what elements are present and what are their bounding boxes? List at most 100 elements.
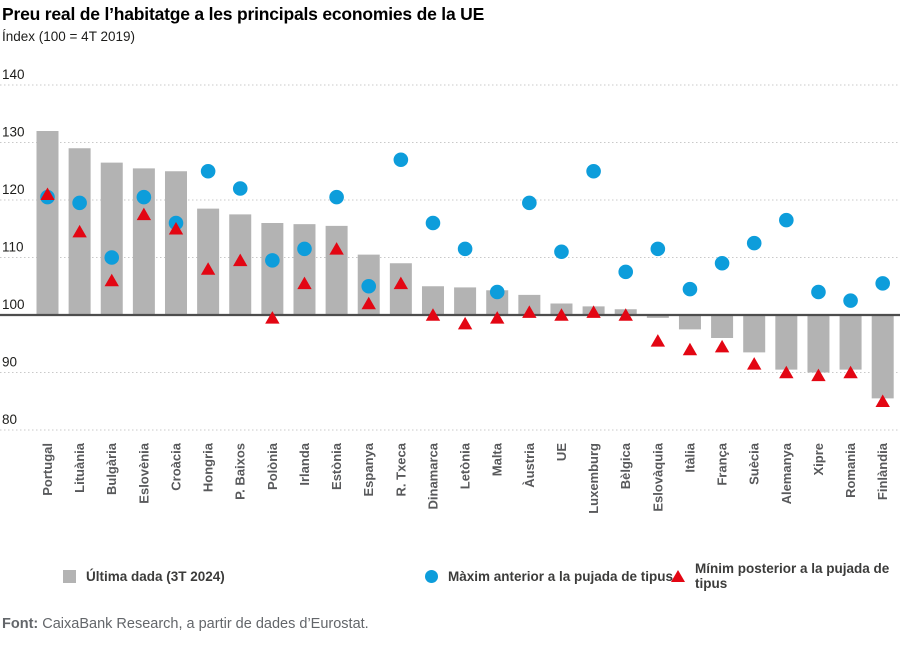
max-marker-Irlanda: [297, 241, 312, 257]
min-marker-P. Baixos: [233, 253, 248, 267]
category-label-Eslovènia: Eslovènia: [136, 442, 151, 503]
y-tick-label-100: 100: [2, 297, 25, 312]
min-marker-Hongria: [200, 262, 216, 275]
y-tick-label-130: 130: [2, 125, 25, 140]
max-marker-Dinamarca: [425, 215, 441, 231]
min-marker-Polònia: [265, 311, 280, 324]
category-label-Romania: Romania: [843, 442, 858, 498]
legend-item-max: Màxim anterior a la pujada de tipus: [425, 566, 673, 586]
legend-item-min: Mínim posterior a la pujada de tipus: [671, 561, 900, 591]
circle-marker-legend-icon: [425, 569, 438, 583]
category-label-P. Baixos: P. Baixos: [233, 443, 248, 500]
category-label-UE: UE: [554, 443, 569, 461]
max-marker-Romania: [843, 293, 858, 308]
bar-Àustria: [518, 294, 541, 315]
category-label-Letònia: Letònia: [458, 442, 473, 489]
category-label-Irlanda: Irlanda: [297, 442, 312, 485]
bar-Romania: [839, 315, 862, 370]
max-marker-Àustria: [522, 195, 537, 211]
min-marker-Estònia: [329, 242, 344, 255]
category-label-Polònia: Polònia: [265, 442, 280, 490]
max-marker-Finlàndia: [875, 276, 890, 291]
bar-Itàlia: [678, 315, 701, 330]
max-marker-Xipre: [811, 284, 826, 300]
max-marker-Eslovàquia: [650, 241, 666, 257]
min-marker-Portugal: [40, 187, 55, 200]
bar-Xipre: [807, 315, 830, 373]
bar-chart-plot: 80 90 100 110 120 130 140 Portugal Lituània Bulgà…: [0, 67, 900, 514]
category-label-Alemanya: Alemanya: [779, 442, 794, 504]
max-marker-França: [714, 255, 730, 271]
y-tick-label-110: 110: [2, 240, 24, 255]
category-label-Àustria: Àustria: [522, 442, 537, 488]
legend-label-last-data: Última dada (3T 2024): [86, 568, 225, 584]
min-marker-Itàlia: [682, 342, 698, 356]
bar-Finlàndia: [871, 315, 894, 399]
source-text: CaixaBank Research, a partir de dades d’…: [38, 616, 369, 632]
min-marker-Bèlgica: [618, 308, 633, 321]
min-marker-Letònia: [457, 316, 473, 330]
category-label-Dinamarca: Dinamarca: [425, 442, 440, 509]
bar-Alemanya: [775, 315, 798, 370]
min-marker-Bulgària: [104, 273, 119, 287]
min-marker-França: [714, 339, 730, 353]
max-marker-Eslovènia: [136, 189, 152, 205]
bar-Polònia: [261, 223, 284, 315]
bar-França: [711, 315, 734, 338]
category-label-R. Txeca: R. Txeca: [393, 442, 408, 496]
max-marker-Malta: [489, 284, 505, 300]
bar-Suècia: [743, 315, 766, 353]
min-marker-Àustria: [522, 305, 537, 318]
category-label-Portugal: Portugal: [40, 443, 55, 496]
bar-Irlanda: [293, 224, 316, 315]
bar-Bulgària: [100, 162, 123, 315]
category-label-Lituània: Lituània: [72, 442, 87, 493]
max-marker-Letònia: [457, 241, 473, 257]
min-marker-R. Txeca: [393, 276, 409, 290]
category-label-Xipre: Xipre: [811, 443, 826, 476]
chart-subtitle: Índex (100 = 4T 2019): [2, 29, 135, 44]
category-label-Espanya: Espanya: [361, 442, 376, 496]
category-label-Itàlia: Itàlia: [682, 442, 697, 472]
min-marker-Suècia: [747, 357, 762, 370]
category-label-Finlàndia: Finlàndia: [875, 442, 890, 500]
legend-label-max: Màxim anterior a la pujada de tipus: [448, 568, 674, 584]
chart-title: Preu real de l’habitatge a les principal…: [2, 4, 485, 24]
min-marker-Romania: [843, 365, 858, 379]
max-marker-Luxemburg: [586, 163, 601, 179]
min-marker-Irlanda: [297, 276, 312, 290]
max-marker-Suècia: [746, 235, 762, 251]
bar-Eslovènia: [132, 168, 155, 315]
bar-R. Txeca: [389, 263, 412, 315]
category-label-Luxemburg: Luxemburg: [586, 443, 601, 514]
max-marker-Lituània: [72, 195, 87, 211]
min-marker-Lituània: [72, 224, 87, 238]
bar-Dinamarca: [421, 286, 444, 315]
min-marker-Xipre: [811, 368, 826, 382]
min-marker-Luxemburg: [586, 305, 601, 318]
source-label: Font:: [2, 616, 39, 632]
bar-Portugal: [36, 131, 59, 315]
y-tick-label-120: 120: [2, 182, 25, 197]
category-label-Malta: Malta: [490, 442, 505, 476]
min-marker-UE: [554, 308, 569, 321]
bar-Croàcia: [164, 171, 187, 315]
min-marker-Malta: [490, 311, 505, 324]
min-marker-Eslovènia: [136, 207, 152, 221]
y-tick-label-140: 140: [2, 67, 25, 82]
max-marker-Bulgària: [104, 250, 120, 265]
source-note: Font: CaixaBank Research, a partir de da…: [2, 616, 369, 632]
min-marker-Espanya: [361, 296, 376, 310]
bar-Estònia: [325, 225, 348, 315]
bar-Hongria: [197, 208, 220, 315]
category-label-Bulgària: Bulgària: [104, 442, 119, 495]
min-marker-Finlàndia: [875, 394, 890, 407]
min-marker-Croàcia: [168, 221, 184, 235]
category-label-Hongria: Hongria: [201, 442, 216, 492]
max-marker-R. Txeca: [393, 152, 409, 168]
bar-Letònia: [454, 287, 477, 315]
max-marker-Alemanya: [779, 212, 794, 228]
min-marker-Alemanya: [779, 365, 794, 379]
category-label-Croàcia: Croàcia: [168, 442, 183, 490]
